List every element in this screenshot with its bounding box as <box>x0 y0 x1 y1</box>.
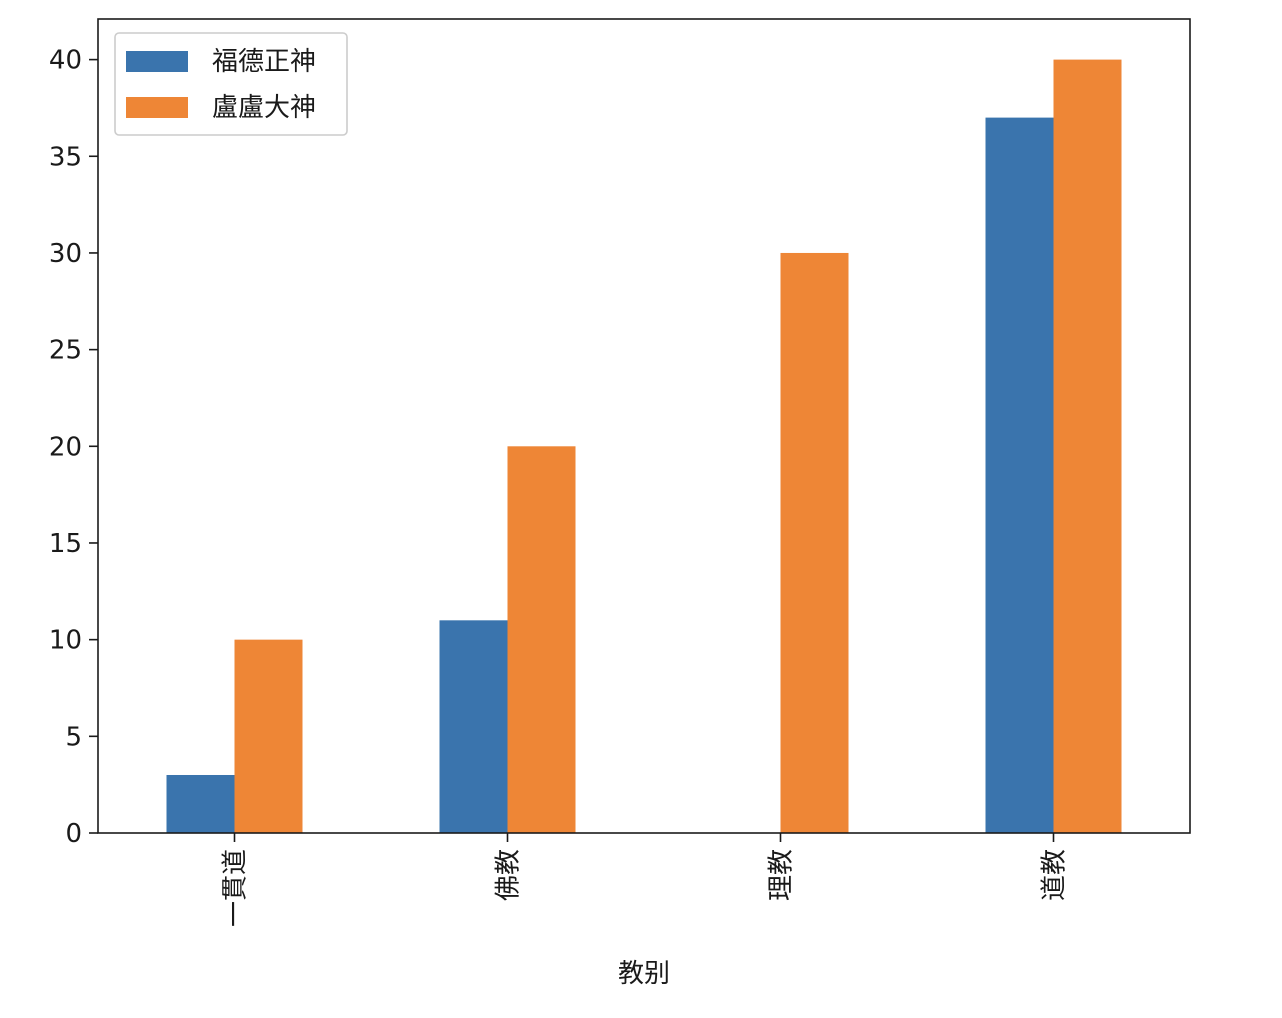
x-tick-label: 理教 <box>767 849 797 901</box>
legend-label: 福德正神 <box>212 47 316 77</box>
y-tick-label: 10 <box>49 626 82 656</box>
x-tick-label: 一貫道 <box>221 849 251 927</box>
bar <box>985 117 1054 833</box>
y-tick-label: 25 <box>49 336 82 366</box>
y-tick-label: 35 <box>49 142 82 172</box>
bar <box>166 774 235 833</box>
y-tick-label: 40 <box>49 46 82 76</box>
bar <box>439 620 508 833</box>
bar <box>1053 59 1122 833</box>
legend-label: 盧盧大神 <box>212 93 316 123</box>
plot-frame <box>97 18 1191 834</box>
x-axis-label: 教别 <box>618 959 670 989</box>
y-tick-label: 20 <box>49 432 82 462</box>
x-tick-label: 佛教 <box>494 849 524 901</box>
x-axis: 一貫道 佛教 理教 道教 <box>221 833 1070 927</box>
legend-swatch <box>126 97 188 118</box>
y-tick-label: 5 <box>65 722 82 752</box>
legend-swatch <box>126 51 188 72</box>
bars-layer <box>166 59 1122 833</box>
bar <box>780 252 849 833</box>
bar <box>507 446 576 833</box>
bar <box>234 639 303 833</box>
y-tick-label: 15 <box>49 529 82 559</box>
y-axis: 0 5 10 15 20 25 30 35 40 <box>49 46 98 849</box>
y-tick-label: 30 <box>49 239 82 269</box>
y-tick-label: 0 <box>65 819 82 849</box>
x-tick-label: 道教 <box>1040 849 1070 901</box>
